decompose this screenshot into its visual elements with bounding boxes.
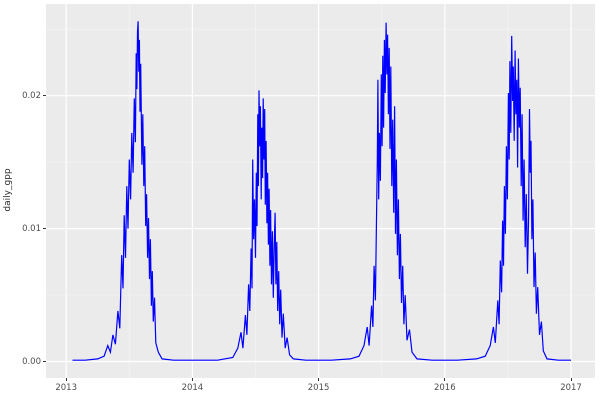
x-tick-mark bbox=[65, 378, 67, 381]
y-tick-mark bbox=[43, 228, 46, 230]
x-tick-label: 2016 bbox=[433, 383, 456, 393]
x-tick-mark bbox=[191, 378, 193, 381]
gpp-line bbox=[72, 21, 571, 361]
y-tick-mark bbox=[43, 95, 46, 97]
y-tick-label: 0.02 bbox=[22, 90, 41, 101]
x-tick-mark bbox=[444, 378, 446, 381]
plot-panel bbox=[46, 4, 595, 378]
y-tick-label: 0.01 bbox=[22, 223, 41, 234]
x-tick-label: 2017 bbox=[560, 383, 582, 393]
x-tick-mark bbox=[570, 378, 572, 381]
x-tick-label: 2013 bbox=[55, 383, 77, 393]
x-tick-label: 2015 bbox=[307, 383, 330, 393]
x-tick-label: 2014 bbox=[181, 383, 204, 393]
x-tick-mark bbox=[318, 378, 320, 381]
line-chart-svg bbox=[46, 4, 595, 378]
y-axis-title: daily_gpp bbox=[3, 168, 13, 212]
y-tick-mark bbox=[43, 361, 46, 363]
y-tick-label: 0.00 bbox=[22, 356, 41, 367]
